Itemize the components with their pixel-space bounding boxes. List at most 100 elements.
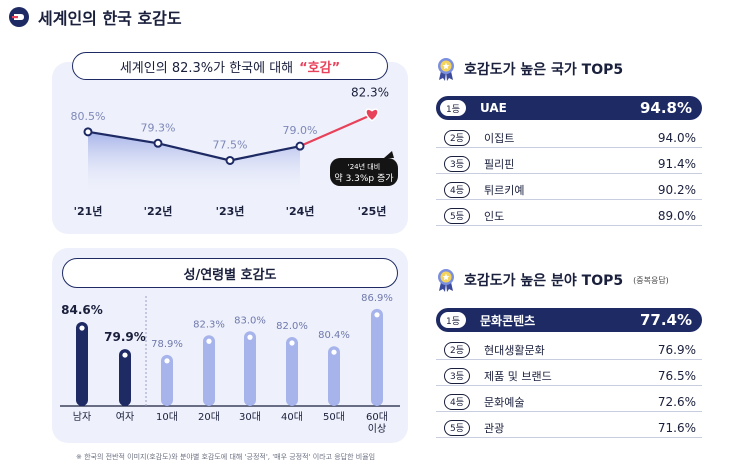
country-name: 인도 — [484, 209, 505, 223]
x-tick-label: 남자 — [73, 411, 91, 423]
bar — [161, 354, 173, 406]
x-tick-label: 20대 — [198, 411, 220, 423]
trend-title-prefix: 세계인의 82.3%가 한국에 대해 — [119, 60, 294, 76]
rank-badge: 4등 — [444, 393, 470, 410]
x-tick-label: '23년 — [216, 204, 245, 218]
callout-tail — [384, 151, 394, 158]
x-tick-label: 여자 — [116, 411, 134, 423]
data-label: 79.3% — [141, 121, 176, 134]
field-row-1: 1등 문화콘텐츠 77.4% — [436, 308, 702, 332]
field-name: 문화콘텐츠 — [480, 313, 536, 328]
rank-badge: 5등 — [444, 207, 470, 224]
x-tick-label: 10대 — [156, 411, 178, 423]
country-row-5: 5등 인도 89.0% — [436, 206, 702, 226]
country-name: UAE — [480, 101, 507, 115]
x-tick-label: 50대 — [323, 411, 345, 423]
demographics-title: 성/연령별 호감도 — [62, 258, 398, 288]
country-row-1: 1등 UAE 94.8% — [436, 96, 702, 120]
data-point — [83, 127, 93, 137]
bar-value-label: 84.6% — [61, 303, 103, 317]
medal-icon — [438, 269, 454, 292]
bar-dot — [79, 325, 85, 331]
trend-title-highlight: “호감” — [299, 60, 341, 76]
bar-dot — [164, 358, 170, 364]
heart-icon — [365, 108, 379, 122]
data-point — [225, 155, 235, 165]
page-title: 세계인의 한국 호감도 — [38, 9, 182, 28]
bar-dot — [374, 312, 380, 318]
trend-title: 세계인의 82.3%가 한국에 대해 “호감” — [72, 52, 388, 80]
bar — [371, 308, 383, 406]
data-label: 77.5% — [213, 138, 248, 151]
fields-title: 호감도가 높은 분야 TOP5 — [464, 273, 624, 289]
country-row-4: 4등 튀르키예 90.2% — [436, 180, 702, 200]
x-tick-label: '24년 — [286, 204, 315, 218]
page-header: 세계인의 한국 호감도 — [8, 4, 182, 30]
field-row-4: 4등 문화예술 72.6% — [436, 392, 702, 412]
bar-value-label: 82.3% — [193, 319, 225, 330]
country-name: 필리핀 — [484, 157, 515, 171]
data-point — [295, 141, 305, 151]
country-value: 90.2% — [657, 182, 696, 197]
country-row-2: 2등 이집트 94.0% — [436, 128, 702, 148]
rank-badge: 3등 — [444, 155, 470, 172]
x-tick-label: 60대 — [366, 411, 388, 423]
bar — [244, 331, 256, 406]
field-value: 76.9% — [657, 342, 696, 357]
rank-badge: 1등 — [440, 100, 466, 116]
x-tick-label: '22년 — [144, 204, 173, 218]
bar-dot — [331, 349, 337, 355]
field-value: 76.5% — [657, 368, 696, 383]
bar-value-label: 78.9% — [151, 339, 183, 350]
series-line-latest — [299, 113, 373, 148]
x-tick-label: 이상 — [368, 423, 386, 435]
callout-text-line2: 약 3.3%p 증가 — [334, 172, 393, 184]
bar — [286, 337, 298, 406]
rank-badge: 1등 — [440, 312, 466, 328]
fields-note: (중복응답) — [633, 275, 669, 285]
bar-dot — [247, 334, 253, 340]
bar-value-label: 82.0% — [276, 321, 308, 332]
bar-value-label: 80.4% — [318, 330, 350, 341]
medal-icon — [438, 58, 454, 81]
country-value: 94.0% — [657, 130, 696, 145]
field-row-3: 3등 제품 및 브랜드 76.5% — [436, 366, 702, 386]
bar — [203, 335, 215, 406]
field-value: 72.6% — [657, 394, 696, 409]
bar — [328, 346, 340, 406]
country-rank-list: 1등 UAE 94.8% 2등 이집트 94.0% 3등 필리핀 91.4% 4… — [436, 96, 702, 232]
country-name: 튀르키예 — [484, 183, 525, 197]
bar-dot — [289, 340, 295, 346]
bar — [119, 349, 131, 406]
country-value: 94.8% — [639, 99, 692, 117]
footnote: ※ 한국의 전반적 이미지(호감도)와 분야별 호감도에 대해 '긍정적', '… — [76, 453, 376, 461]
callout-bubble — [330, 158, 398, 186]
bar-dot — [122, 352, 128, 358]
bar-value-label: 83.0% — [234, 315, 266, 326]
field-row-2: 2등 현대생활문화 76.9% — [436, 340, 702, 360]
x-tick-label: 40대 — [281, 411, 303, 423]
field-rank-list: 1등 문화콘텐츠 77.4% 2등 현대생활문화 76.9% 3등 제품 및 브… — [436, 308, 702, 444]
rank-badge: 2등 — [444, 129, 470, 146]
field-row-5: 5등 관광 71.6% — [436, 418, 702, 438]
field-value: 77.4% — [639, 311, 692, 329]
field-value: 71.6% — [657, 420, 696, 435]
bar-value-label: 79.9% — [104, 330, 146, 344]
data-label: 79.0% — [283, 124, 318, 137]
bar-dot — [206, 338, 212, 344]
rank-badge: 2등 — [444, 341, 470, 358]
field-name: 제품 및 브랜드 — [484, 369, 552, 383]
field-name: 문화예술 — [484, 395, 525, 409]
callout-text-line1: '24년 대비 — [348, 162, 380, 171]
field-name: 관광 — [484, 421, 505, 435]
country-value: 89.0% — [657, 208, 696, 223]
series-line — [87, 130, 301, 162]
bar — [76, 322, 88, 406]
x-tick-label: '25년 — [358, 204, 387, 218]
field-name: 현대생활문화 — [484, 343, 545, 357]
data-label: 82.3% — [351, 86, 389, 100]
x-tick-label: '21년 — [74, 204, 103, 218]
fields-section-title: 호감도가 높은 분야 TOP5 (중복응답) — [436, 268, 669, 292]
